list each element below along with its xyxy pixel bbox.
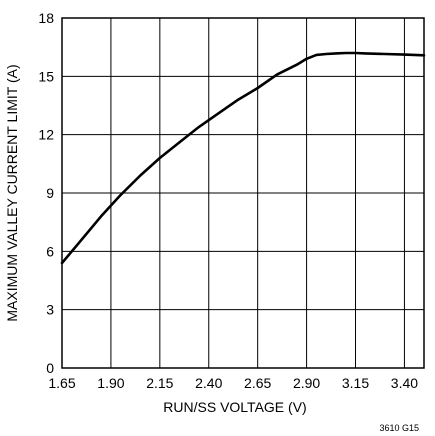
x-tick-label: 3.15 xyxy=(342,375,369,391)
y-tick-label: 18 xyxy=(38,10,54,26)
figure-id: 3610 G15 xyxy=(379,423,419,433)
x-tick-label: 2.90 xyxy=(293,375,320,391)
x-tick-label: 1.65 xyxy=(48,375,75,391)
y-tick-label: 0 xyxy=(46,360,54,376)
x-tick-label: 2.15 xyxy=(146,375,173,391)
x-axis-title: RUN/SS VOLTAGE (V) xyxy=(163,399,306,415)
x-axis-ticks: 1.65 1.90 2.15 2.40 2.65 2.90 3.15 3.40 xyxy=(48,375,418,391)
y-tick-label: 15 xyxy=(38,68,54,84)
y-tick-label: 9 xyxy=(46,185,54,201)
x-tick-label: 1.90 xyxy=(97,375,124,391)
series-line xyxy=(60,51,426,265)
plot-frame xyxy=(61,17,425,369)
y-tick-label: 3 xyxy=(46,302,54,318)
series-layer xyxy=(60,51,426,265)
x-tick-label: 2.65 xyxy=(244,375,271,391)
y-tick-label: 6 xyxy=(46,243,54,259)
x-tick-label: 3.40 xyxy=(391,375,418,391)
y-axis-ticks: 0 3 6 9 12 15 18 xyxy=(38,10,54,376)
x-tick-label: 2.40 xyxy=(195,375,222,391)
y-tick-label: 12 xyxy=(38,127,54,143)
grid xyxy=(61,17,425,369)
y-axis-title: MAXIMUM VALLEY CURRENT LIMIT (A) xyxy=(4,64,20,321)
